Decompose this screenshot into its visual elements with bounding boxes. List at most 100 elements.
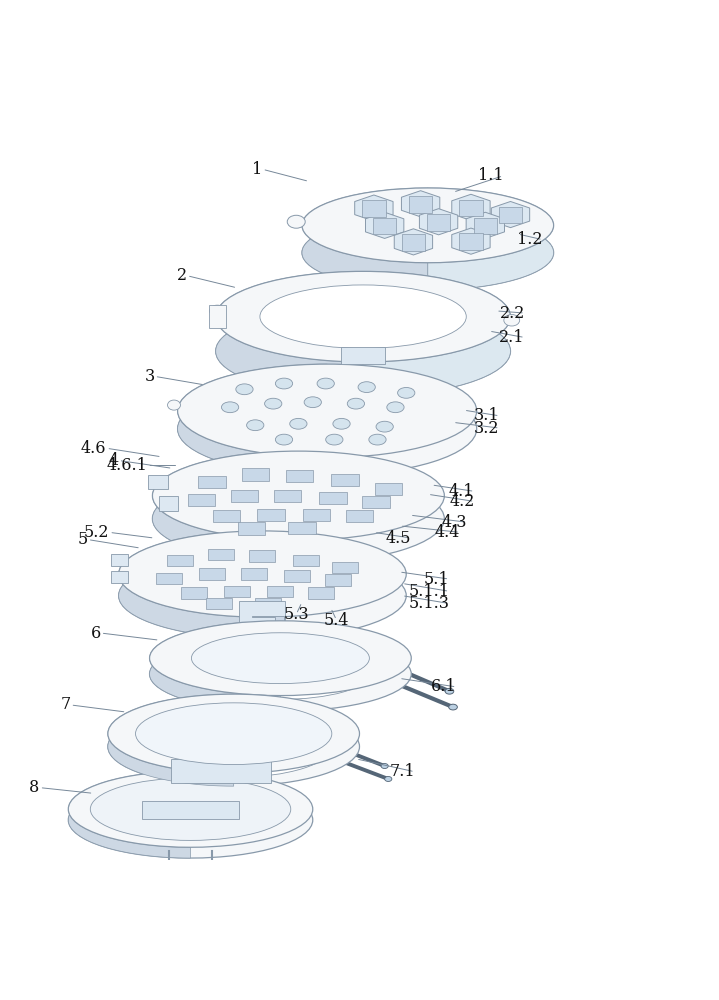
Ellipse shape xyxy=(398,387,415,398)
Text: 8: 8 xyxy=(29,779,40,796)
Ellipse shape xyxy=(290,418,307,429)
Ellipse shape xyxy=(504,314,520,326)
Ellipse shape xyxy=(191,649,370,699)
Ellipse shape xyxy=(247,420,264,431)
Polygon shape xyxy=(365,212,404,238)
Text: 4.3: 4.3 xyxy=(442,514,467,531)
Ellipse shape xyxy=(216,306,510,396)
Text: 4.6.1: 4.6.1 xyxy=(106,457,147,474)
Polygon shape xyxy=(150,621,280,711)
Text: 5.3: 5.3 xyxy=(283,606,309,623)
Ellipse shape xyxy=(287,215,305,228)
Ellipse shape xyxy=(209,305,225,317)
Ellipse shape xyxy=(265,398,282,409)
Polygon shape xyxy=(178,364,327,476)
Ellipse shape xyxy=(178,364,477,458)
Polygon shape xyxy=(401,191,440,217)
Ellipse shape xyxy=(260,319,466,383)
FancyBboxPatch shape xyxy=(274,490,301,502)
Ellipse shape xyxy=(347,398,365,409)
Ellipse shape xyxy=(150,637,411,711)
FancyBboxPatch shape xyxy=(362,496,390,508)
Ellipse shape xyxy=(221,402,239,413)
Polygon shape xyxy=(152,451,298,563)
Ellipse shape xyxy=(385,776,392,781)
FancyBboxPatch shape xyxy=(142,801,239,819)
FancyBboxPatch shape xyxy=(409,196,432,213)
FancyBboxPatch shape xyxy=(499,207,522,223)
Polygon shape xyxy=(491,201,530,228)
Text: 3: 3 xyxy=(145,368,155,385)
Text: 3.2: 3.2 xyxy=(475,420,500,437)
Polygon shape xyxy=(419,209,458,235)
Ellipse shape xyxy=(119,531,406,617)
Text: 4.4: 4.4 xyxy=(435,524,460,541)
Ellipse shape xyxy=(152,451,444,540)
FancyBboxPatch shape xyxy=(242,468,269,481)
Text: 5.1.1: 5.1.1 xyxy=(408,583,449,600)
Text: 1.2: 1.2 xyxy=(518,231,543,248)
Text: 4.5: 4.5 xyxy=(386,530,411,547)
Ellipse shape xyxy=(68,782,313,858)
Ellipse shape xyxy=(387,402,404,413)
Polygon shape xyxy=(466,212,505,238)
Ellipse shape xyxy=(152,474,444,563)
FancyBboxPatch shape xyxy=(459,233,482,250)
Polygon shape xyxy=(428,188,554,290)
FancyBboxPatch shape xyxy=(181,587,207,599)
Ellipse shape xyxy=(136,703,331,765)
Polygon shape xyxy=(452,228,490,254)
FancyBboxPatch shape xyxy=(286,470,313,482)
Ellipse shape xyxy=(178,382,477,476)
Polygon shape xyxy=(394,229,433,255)
FancyBboxPatch shape xyxy=(341,347,385,364)
Text: 4.2: 4.2 xyxy=(449,493,475,510)
FancyBboxPatch shape xyxy=(209,305,226,328)
FancyBboxPatch shape xyxy=(331,474,359,486)
Ellipse shape xyxy=(358,382,375,393)
Ellipse shape xyxy=(136,716,331,777)
Text: 5.1: 5.1 xyxy=(423,571,449,588)
Text: 5.4: 5.4 xyxy=(324,612,349,629)
FancyBboxPatch shape xyxy=(198,476,226,488)
Ellipse shape xyxy=(216,271,510,362)
Polygon shape xyxy=(302,188,428,290)
Text: 4.6: 4.6 xyxy=(81,440,106,457)
FancyBboxPatch shape xyxy=(427,214,450,231)
FancyBboxPatch shape xyxy=(206,598,232,609)
Text: 4.1: 4.1 xyxy=(449,483,475,500)
FancyBboxPatch shape xyxy=(224,586,250,597)
Text: 2: 2 xyxy=(177,267,187,284)
Ellipse shape xyxy=(108,694,360,773)
Ellipse shape xyxy=(236,384,253,395)
FancyBboxPatch shape xyxy=(373,218,396,234)
Ellipse shape xyxy=(150,621,411,696)
Ellipse shape xyxy=(168,400,180,410)
Ellipse shape xyxy=(91,778,290,840)
Text: 7.1: 7.1 xyxy=(389,763,415,780)
FancyBboxPatch shape xyxy=(148,475,168,489)
Text: 2.2: 2.2 xyxy=(500,305,525,322)
Text: 4: 4 xyxy=(109,452,119,469)
Text: 3.1: 3.1 xyxy=(474,407,500,424)
Text: 5.2: 5.2 xyxy=(84,524,109,541)
FancyBboxPatch shape xyxy=(239,601,285,622)
FancyBboxPatch shape xyxy=(325,574,351,586)
FancyBboxPatch shape xyxy=(213,510,240,522)
FancyBboxPatch shape xyxy=(241,568,267,580)
Ellipse shape xyxy=(333,418,350,429)
Ellipse shape xyxy=(68,771,313,847)
Text: 6: 6 xyxy=(91,625,101,642)
FancyBboxPatch shape xyxy=(459,200,482,216)
FancyBboxPatch shape xyxy=(267,586,293,597)
FancyBboxPatch shape xyxy=(111,571,128,583)
Text: 2.1: 2.1 xyxy=(500,329,525,346)
Text: 6.1: 6.1 xyxy=(431,678,457,695)
FancyBboxPatch shape xyxy=(111,554,128,566)
Ellipse shape xyxy=(317,378,334,389)
FancyBboxPatch shape xyxy=(199,568,225,580)
FancyBboxPatch shape xyxy=(346,510,373,522)
Ellipse shape xyxy=(381,764,388,769)
Polygon shape xyxy=(119,531,262,639)
Polygon shape xyxy=(216,271,363,396)
